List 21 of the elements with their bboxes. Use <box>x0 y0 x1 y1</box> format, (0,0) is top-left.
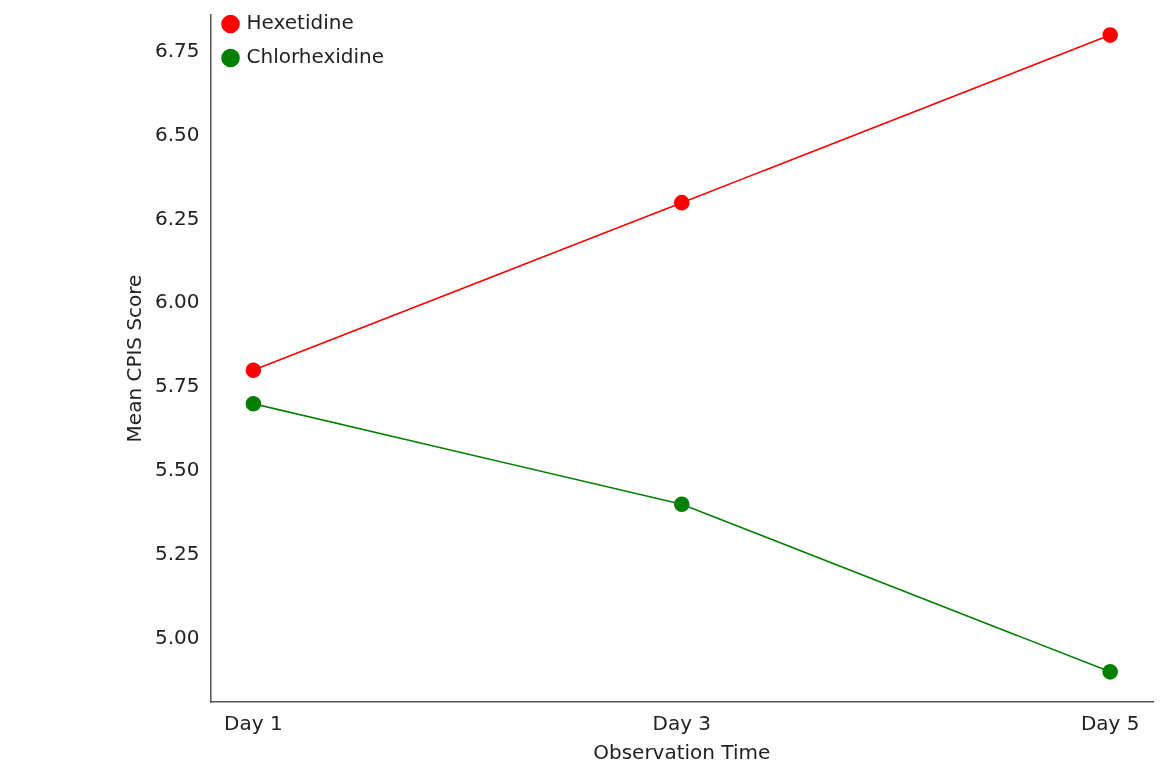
y-tick-label: 5.00 <box>155 624 200 649</box>
y-axis-title: Mean CPIS Score <box>122 274 147 443</box>
y-tick-label: 6.75 <box>155 38 200 63</box>
legend-label: Chlorhexidine <box>246 44 385 69</box>
x-tick-label: Day 3 <box>652 711 712 736</box>
x-axis-title: Observation Time <box>593 740 771 765</box>
y-tick-label: 6.00 <box>155 289 200 314</box>
point <box>673 496 690 513</box>
point <box>245 395 262 412</box>
y-tick-label: 6.25 <box>155 205 200 230</box>
y-tick-label: 6.50 <box>155 121 200 146</box>
point <box>1102 664 1118 680</box>
x-tick-label: Day 5 <box>1080 711 1140 736</box>
y-tick-label: 5.50 <box>155 456 200 481</box>
y-tick-label: 5.75 <box>155 373 200 398</box>
point <box>1102 27 1118 43</box>
point <box>673 194 690 211</box>
y-tick-label: 5.25 <box>155 540 200 565</box>
legend-label: Hexetidine <box>246 10 354 35</box>
point <box>245 362 262 379</box>
x-tick-label: Day 1 <box>224 711 283 736</box>
